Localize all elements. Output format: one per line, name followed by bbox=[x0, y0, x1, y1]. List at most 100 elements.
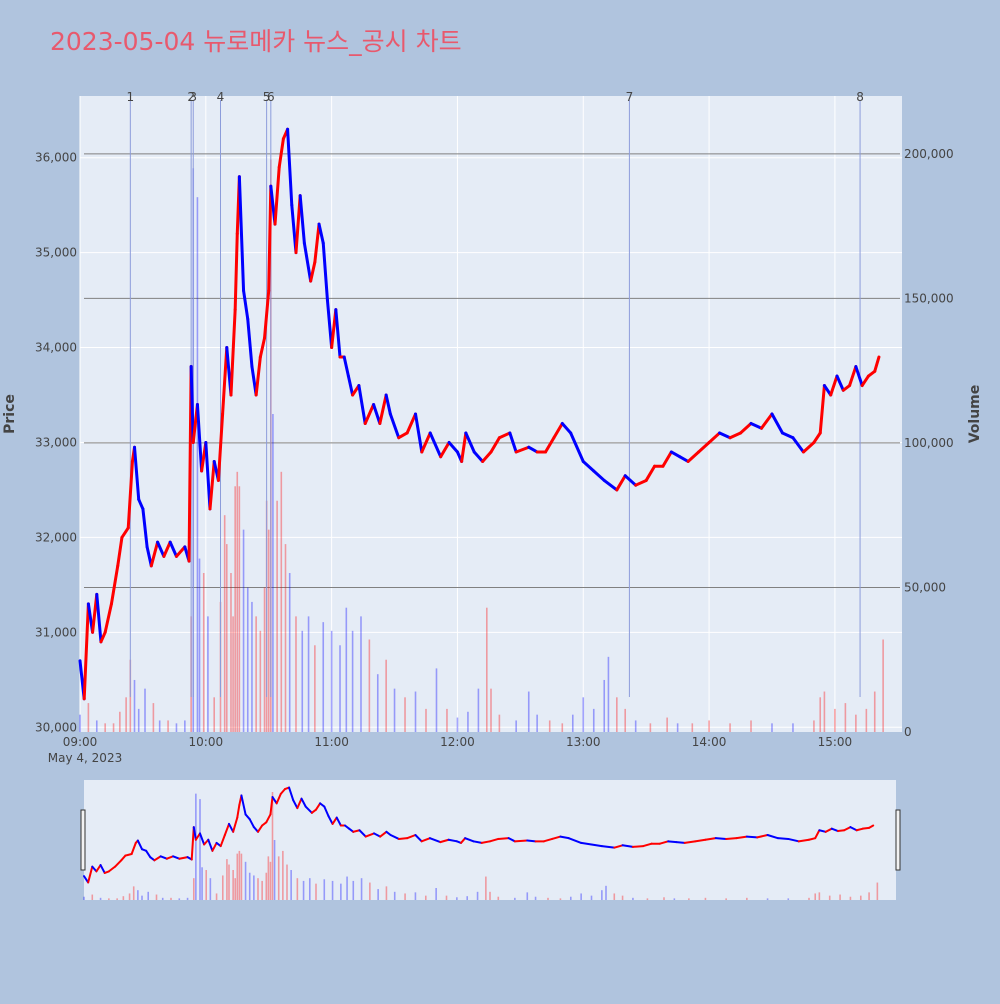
volume-bar bbox=[882, 639, 884, 732]
range-slider-volume-bar bbox=[261, 880, 263, 900]
range-slider-volume-bar bbox=[116, 898, 118, 900]
price-candle-segment bbox=[780, 431, 795, 440]
range-slider-price-segment bbox=[849, 826, 858, 832]
range-slider-price-segment bbox=[590, 843, 603, 848]
range-slider-volume-bar bbox=[377, 889, 379, 900]
range-slider-price-segment bbox=[364, 832, 375, 838]
price-candle-segment bbox=[372, 403, 382, 425]
volume-bar bbox=[133, 679, 136, 732]
range-slider-volume-bar bbox=[385, 886, 388, 900]
range-slider-price-segment bbox=[192, 826, 197, 841]
range-slider-volume-bar bbox=[323, 879, 326, 900]
price-tick-label: 31,000 bbox=[35, 625, 77, 639]
volume-bar bbox=[582, 697, 585, 732]
price-candle-segment bbox=[334, 308, 342, 359]
range-slider-price-segment bbox=[567, 837, 583, 844]
main-plot-area[interactable]: 30,000 31,000 32,000 33,000 34,000 35,000 36,0… bbox=[35, 90, 954, 749]
range-slider-price-segment bbox=[631, 845, 645, 848]
range-slider-price-segment bbox=[327, 815, 334, 825]
range-slider-volume-bar bbox=[331, 880, 334, 900]
volume-bar bbox=[236, 471, 239, 732]
range-slider-volume-bar bbox=[547, 897, 549, 900]
volume-bar bbox=[167, 720, 169, 732]
range-slider-volume-bar bbox=[787, 898, 790, 900]
range-slider-price-segment bbox=[464, 837, 475, 843]
price-candle-segment bbox=[760, 412, 774, 430]
range-slider[interactable] bbox=[80, 780, 901, 900]
news-marker-label: 3 bbox=[189, 90, 197, 104]
range-slider-volume-bar bbox=[99, 897, 102, 900]
price-candle-segment bbox=[162, 540, 172, 558]
volume-bar bbox=[607, 656, 610, 732]
volume-bar bbox=[234, 486, 236, 732]
range-slider-price-segment bbox=[352, 829, 361, 833]
range-slider-price-segment bbox=[507, 837, 516, 843]
volume-bar bbox=[446, 708, 448, 732]
range-slider-left-handle[interactable] bbox=[80, 809, 86, 871]
price-candle-segment bbox=[544, 436, 556, 454]
volume-bar bbox=[144, 688, 146, 732]
price-candle-segment bbox=[233, 232, 239, 312]
range-slider-price-segment bbox=[526, 839, 537, 843]
volume-bar bbox=[823, 691, 826, 732]
range-slider-price-segment bbox=[373, 832, 382, 838]
price-candle-segment bbox=[602, 478, 619, 492]
volume-bar bbox=[202, 573, 205, 732]
volume-bar bbox=[592, 708, 595, 732]
range-slider-volume-bar bbox=[296, 878, 299, 900]
price-candle-segment bbox=[137, 497, 145, 511]
time-tick-label: 12:00 bbox=[440, 735, 475, 749]
range-slider-volume-bar bbox=[228, 864, 230, 900]
volume-tick-label: 150,000 bbox=[904, 291, 954, 305]
price-candle-segment bbox=[82, 602, 90, 701]
x-axis-date-label: May 4, 2023 bbox=[48, 751, 122, 765]
news-marker-label: 4 bbox=[217, 90, 225, 104]
range-slider-volume-bar bbox=[308, 878, 311, 900]
volume-bar bbox=[223, 515, 226, 732]
range-slider-price-segment bbox=[428, 837, 442, 844]
volume-bar bbox=[267, 529, 270, 732]
range-slider-price-segment bbox=[248, 818, 255, 829]
volume-bar bbox=[435, 668, 438, 732]
price-candle-segment bbox=[246, 317, 254, 369]
range-slider-price-segment bbox=[420, 837, 431, 843]
range-slider-right-handle[interactable] bbox=[895, 809, 901, 871]
volume-bar bbox=[175, 723, 178, 732]
volume-bar bbox=[184, 720, 186, 732]
range-slider-volume-bar bbox=[424, 895, 427, 900]
range-slider-volume-bar bbox=[170, 897, 172, 900]
range-slider-volume-bar bbox=[526, 892, 529, 900]
volume-tick-label: 50,000 bbox=[904, 580, 946, 594]
price-candle-segment bbox=[728, 431, 743, 440]
range-slider-volume-bar bbox=[613, 893, 616, 900]
range-slider-price-segment bbox=[124, 852, 133, 857]
volume-tick-label: 200,000 bbox=[904, 147, 954, 161]
range-slider-volume-bar bbox=[360, 878, 363, 900]
volume-bar bbox=[691, 723, 694, 732]
range-slider-price-segment bbox=[489, 837, 500, 843]
price-candle-segment bbox=[460, 431, 468, 463]
price-candle-segment bbox=[508, 431, 518, 454]
range-slider-price-segment bbox=[211, 841, 218, 852]
volume-bar bbox=[425, 708, 427, 732]
price-candle-segment bbox=[325, 298, 334, 350]
price-candle-segment bbox=[447, 440, 459, 454]
range-slider-price-segment bbox=[223, 822, 230, 836]
range-slider-volume-bar bbox=[485, 876, 487, 900]
price-candle-segment bbox=[216, 412, 225, 482]
price-candle-segment bbox=[414, 412, 424, 454]
range-slider-volume-bar bbox=[248, 872, 251, 900]
volume-tick-label: 100,000 bbox=[904, 436, 954, 450]
price-candle-segment bbox=[298, 194, 306, 245]
price-candle-segment bbox=[661, 450, 673, 468]
range-slider-volume-bar bbox=[456, 897, 458, 900]
range-slider-price-segment bbox=[439, 838, 450, 844]
price-tick-label: 34,000 bbox=[35, 341, 77, 355]
range-slider-price-segment bbox=[190, 826, 195, 861]
volume-bar bbox=[771, 723, 773, 732]
range-slider-volume-bar bbox=[315, 883, 317, 900]
price-candle-segment bbox=[109, 564, 120, 606]
range-slider-volume-bar bbox=[704, 897, 707, 900]
volume-bar bbox=[414, 691, 417, 732]
price-candle-segment bbox=[428, 431, 443, 459]
